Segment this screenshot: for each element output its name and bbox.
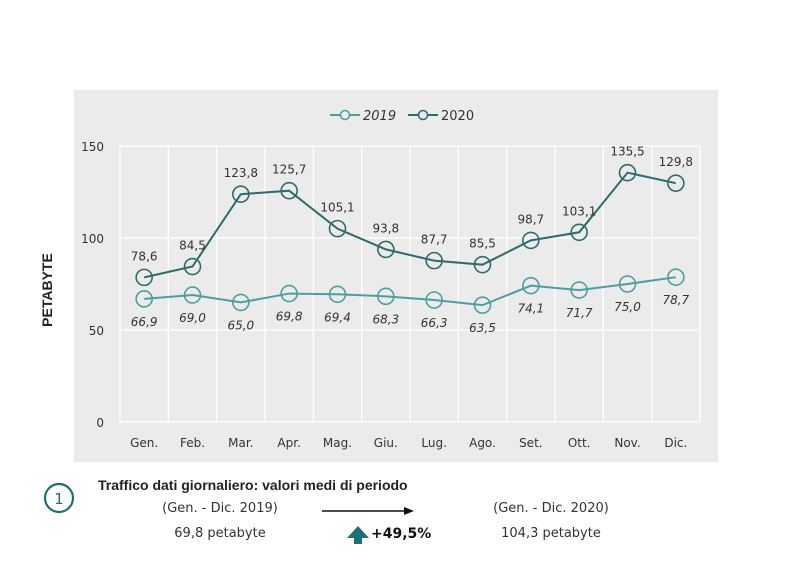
series-line-2020 bbox=[143, 171, 677, 279]
data-label-2020: 105,1 bbox=[320, 201, 354, 215]
data-point-2019 bbox=[473, 296, 492, 314]
step-badge-icon bbox=[43, 482, 75, 514]
data-point-2020 bbox=[473, 255, 492, 274]
data-point-2020 bbox=[618, 163, 637, 182]
data-point-2019 bbox=[667, 268, 685, 286]
data-label-2019: 69,4 bbox=[324, 310, 351, 324]
data-point-2020 bbox=[280, 181, 298, 200]
legend-label: 2020 bbox=[441, 109, 474, 124]
data-point-2020 bbox=[570, 223, 588, 242]
data-point-2020 bbox=[667, 174, 685, 192]
x-tick-label: Giu. bbox=[374, 436, 398, 450]
data-label-2020: 98,7 bbox=[517, 212, 544, 226]
x-tick-label: Apr. bbox=[277, 436, 300, 450]
arrow-up-icon bbox=[347, 526, 369, 544]
data-point-2019 bbox=[280, 284, 298, 303]
data-point-2020 bbox=[183, 257, 202, 276]
data-label-2019: 69,0 bbox=[179, 311, 206, 325]
data-label-2020: 135,5 bbox=[610, 145, 644, 159]
arrow-right-icon bbox=[404, 507, 414, 515]
data-label-2020: 85,5 bbox=[469, 237, 496, 251]
data-label-2020: 123,8 bbox=[224, 166, 258, 180]
x-tick-label: Ago. bbox=[469, 436, 496, 450]
legend-marker-icon bbox=[417, 109, 429, 121]
data-label-2019: 69,8 bbox=[276, 310, 303, 324]
data-point-2020 bbox=[135, 268, 153, 287]
data-label-2019: 68,3 bbox=[372, 312, 399, 326]
period-2020: (Gen. - Dic. 2020) bbox=[493, 501, 609, 516]
data-point-2019 bbox=[570, 281, 588, 299]
data-label-2019: 74,1 bbox=[517, 302, 544, 316]
data-point-2019 bbox=[618, 275, 637, 293]
y-tick-label: 100 bbox=[81, 232, 104, 246]
summary-title: Traffico dati giornaliero: valori medi d… bbox=[98, 477, 408, 493]
data-label-2020: 103,1 bbox=[562, 204, 596, 218]
data-label-2020: 93,8 bbox=[372, 221, 399, 235]
y-tick-label: 0 bbox=[96, 416, 104, 430]
data-point-2019 bbox=[135, 290, 153, 308]
data-label-2019: 78,7 bbox=[662, 293, 689, 307]
data-label-2020: 125,7 bbox=[272, 163, 306, 177]
y-tick-label: 150 bbox=[81, 140, 104, 154]
data-label-2019: 75,0 bbox=[614, 300, 641, 314]
data-label-2019: 65,0 bbox=[227, 318, 254, 332]
data-point-2019 bbox=[522, 276, 540, 295]
data-point-2020 bbox=[377, 240, 395, 259]
legend: 2019 2020 bbox=[330, 109, 474, 124]
data-label-2019: 71,7 bbox=[566, 306, 593, 320]
data-label-2020: 84,5 bbox=[179, 239, 206, 253]
series-2019: 66,9 69,0 65,0 69,8 69,4 68,3 66,3 63,5 74,1 71,7… bbox=[131, 268, 690, 335]
y-axis-label: PETABYTE bbox=[39, 253, 55, 327]
data-point-2020 bbox=[328, 219, 347, 238]
data-point-2019 bbox=[232, 293, 250, 312]
data-point-2020 bbox=[522, 231, 540, 250]
y-axis-ticks: 0 50 100 150 bbox=[81, 140, 104, 430]
x-tick-label: Nov. bbox=[614, 436, 640, 450]
change-percent: +49,5% bbox=[371, 526, 432, 542]
x-tick-label: Lug. bbox=[421, 436, 447, 450]
legend-label: 2019 bbox=[363, 109, 396, 124]
legend-marker-icon bbox=[339, 109, 351, 121]
data-point-2019 bbox=[183, 286, 202, 304]
data-label-2019: 66,3 bbox=[421, 316, 448, 330]
value-2020: 104,3 petabyte bbox=[501, 526, 601, 541]
data-point-2020 bbox=[425, 251, 443, 270]
x-tick-label: Feb. bbox=[180, 436, 205, 450]
data-point-2019 bbox=[425, 291, 443, 309]
x-tick-label: Dic. bbox=[664, 436, 687, 450]
legend-item-2019: 2019 bbox=[330, 109, 396, 124]
series-2020: 78,6 84,5 123,8 125,7 105,1 93,8 87,7 85,5 98,7 1… bbox=[131, 145, 693, 287]
legend-item-2020: 2020 bbox=[408, 109, 474, 124]
y-tick-label: 50 bbox=[89, 324, 104, 338]
data-label-2020: 78,6 bbox=[131, 249, 158, 263]
step-badge-number: 1 bbox=[54, 490, 64, 508]
data-label-2019: 66,9 bbox=[131, 315, 158, 329]
x-tick-label: Mar. bbox=[228, 436, 253, 450]
series-layer: 66,9 69,0 65,0 69,8 69,4 68,3 66,3 63,5 74,1 71,7… bbox=[131, 145, 693, 335]
data-point-2019 bbox=[377, 287, 395, 306]
value-2019: 69,8 petabyte bbox=[174, 526, 266, 541]
data-point-2020 bbox=[232, 185, 250, 204]
x-tick-label: Set. bbox=[519, 436, 543, 450]
data-label-2019: 63,5 bbox=[469, 321, 496, 335]
x-tick-label: Mag. bbox=[323, 436, 352, 450]
period-2019: (Gen. - Dic. 2019) bbox=[162, 501, 278, 516]
data-point-2019 bbox=[328, 285, 347, 304]
chart-background bbox=[74, 90, 718, 462]
data-label-2020: 129,8 bbox=[659, 155, 693, 169]
x-tick-label: Ott. bbox=[568, 436, 591, 450]
x-axis-ticks: Gen. Feb. Mar. Apr. Mag. Giu. Lug. Ago. Set. Ott.… bbox=[130, 436, 687, 450]
grid bbox=[119, 145, 701, 423]
x-tick-label: Gen. bbox=[130, 436, 158, 450]
data-label-2020: 87,7 bbox=[421, 233, 448, 247]
